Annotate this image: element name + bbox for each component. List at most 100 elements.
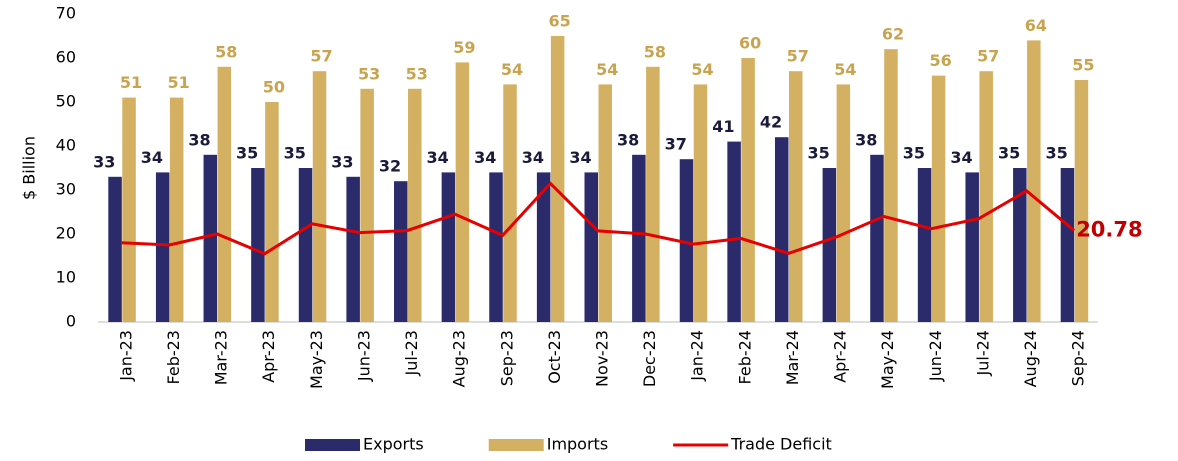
value-label: 35 [236, 144, 258, 163]
value-label: 38 [188, 130, 210, 149]
bar [122, 97, 136, 322]
value-label: 34 [141, 148, 163, 167]
x-tick-label: May-24 [878, 330, 897, 389]
bar [536, 172, 551, 322]
value-label: 35 [998, 144, 1020, 163]
value-label: 35 [284, 144, 306, 163]
bar [822, 168, 837, 322]
x-tick-label: Nov-23 [593, 330, 612, 387]
x-tick-label: Sep-23 [497, 330, 516, 386]
bar [598, 84, 612, 323]
bar [884, 49, 898, 322]
bar [870, 154, 884, 322]
value-label: 64 [1025, 16, 1047, 35]
value-label: 55 [1072, 56, 1094, 75]
bar [679, 159, 694, 322]
legend-label: Exports [363, 435, 424, 454]
value-label: 57 [977, 47, 999, 66]
bar [550, 36, 565, 322]
bar [108, 176, 122, 322]
value-label: 58 [215, 42, 237, 61]
value-label: 34 [950, 148, 972, 167]
bar [408, 88, 422, 322]
value-label: 34 [569, 148, 591, 167]
x-tick-label: Feb-23 [164, 330, 183, 384]
value-label: 51 [120, 73, 142, 92]
bar [727, 141, 741, 322]
value-label: 37 [665, 135, 687, 154]
bar [251, 168, 265, 322]
value-label: 60 [739, 34, 761, 53]
value-label: 42 [760, 113, 782, 132]
bar [265, 102, 279, 322]
bar [217, 66, 232, 322]
y-tick-label: 20 [56, 224, 76, 243]
bar [584, 172, 598, 322]
value-label: 58 [644, 42, 666, 61]
bar [455, 62, 470, 323]
value-label: 34 [427, 148, 449, 167]
x-tick-label: Apr-24 [831, 330, 850, 383]
bar [394, 181, 408, 322]
bar [1074, 80, 1089, 322]
legend-label: Imports [547, 435, 608, 454]
x-tick-label: Oct-23 [545, 330, 564, 384]
x-tick-label: Feb-24 [735, 330, 754, 384]
value-label: 57 [310, 47, 332, 66]
value-label: 57 [787, 47, 809, 66]
value-label: 20.78 [1076, 218, 1142, 242]
y-axis-label: $ Billion [20, 136, 39, 200]
value-label: 35 [807, 144, 829, 163]
value-label: 54 [691, 60, 713, 79]
legend-swatch [488, 439, 544, 451]
bar [931, 75, 946, 322]
value-label: 65 [548, 12, 570, 31]
y-tick-label: 60 [56, 48, 76, 67]
value-label: 32 [379, 157, 401, 176]
value-label: 54 [501, 60, 523, 79]
value-label: 54 [834, 60, 856, 79]
bar [1013, 168, 1027, 322]
value-label: 56 [929, 51, 951, 70]
bar [155, 172, 170, 322]
value-label: 38 [855, 130, 877, 149]
x-tick-label: Mar-23 [212, 330, 231, 385]
legend-label: Trade Deficit [730, 435, 832, 454]
x-tick-label: Mar-24 [783, 330, 802, 385]
value-label: 34 [474, 148, 496, 167]
value-label: 41 [712, 117, 734, 136]
bar [917, 168, 932, 322]
value-label: 38 [617, 130, 639, 149]
x-tick-label: Jun-23 [354, 330, 373, 382]
value-label: 51 [168, 73, 190, 92]
bar [1027, 40, 1041, 323]
y-tick-label: 10 [56, 268, 76, 287]
x-tick-label: Apr-23 [259, 330, 278, 383]
bar [441, 172, 456, 322]
x-tick-label: Jun-24 [926, 330, 945, 382]
y-tick-label: 30 [56, 180, 76, 199]
bar [489, 172, 503, 322]
y-tick-label: 70 [56, 4, 76, 23]
bar [646, 66, 660, 322]
value-label: 35 [903, 144, 925, 163]
line [121, 181, 1076, 256]
value-label: 34 [522, 148, 544, 167]
x-tick-label: Dec-23 [640, 330, 659, 387]
legend-swatch [305, 439, 360, 451]
y-tick-label: 40 [56, 136, 76, 155]
bar [346, 176, 360, 322]
value-label: 62 [882, 25, 904, 44]
bar [169, 97, 184, 322]
value-label: 33 [93, 152, 115, 171]
value-label: 53 [406, 64, 428, 83]
y-tick-label: 50 [56, 92, 76, 111]
bar [965, 172, 979, 322]
x-tick-label: Aug-23 [450, 330, 469, 387]
x-tick-label: Aug-24 [1021, 330, 1040, 387]
x-tick-label: Sep-24 [1069, 330, 1088, 386]
x-tick-label: May-23 [307, 330, 326, 389]
bar [979, 71, 993, 322]
value-label: 54 [596, 60, 618, 79]
bar [503, 84, 517, 323]
